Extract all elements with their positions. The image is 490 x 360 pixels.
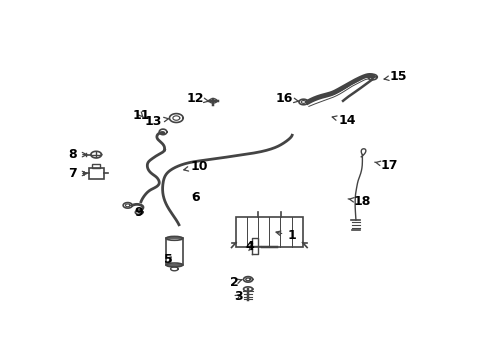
Text: 13: 13: [145, 115, 169, 128]
Text: 10: 10: [184, 160, 208, 173]
Bar: [166, 238, 183, 265]
Bar: [93, 163, 100, 168]
Text: 11: 11: [133, 109, 150, 122]
Text: 8: 8: [69, 148, 87, 161]
Text: 3: 3: [234, 289, 243, 302]
Text: 18: 18: [348, 195, 371, 208]
Text: 7: 7: [69, 167, 87, 180]
Text: 12: 12: [186, 92, 209, 105]
Text: 14: 14: [332, 114, 356, 127]
Bar: [89, 168, 104, 179]
Text: 4: 4: [245, 240, 254, 253]
Text: 17: 17: [375, 159, 398, 172]
Text: 5: 5: [164, 253, 172, 266]
Text: 15: 15: [384, 70, 407, 83]
Bar: [236, 217, 303, 247]
Text: 9: 9: [134, 206, 143, 219]
Text: 16: 16: [275, 92, 299, 105]
Text: 6: 6: [191, 190, 200, 203]
Text: 1: 1: [276, 229, 296, 242]
Text: 2: 2: [230, 276, 242, 289]
